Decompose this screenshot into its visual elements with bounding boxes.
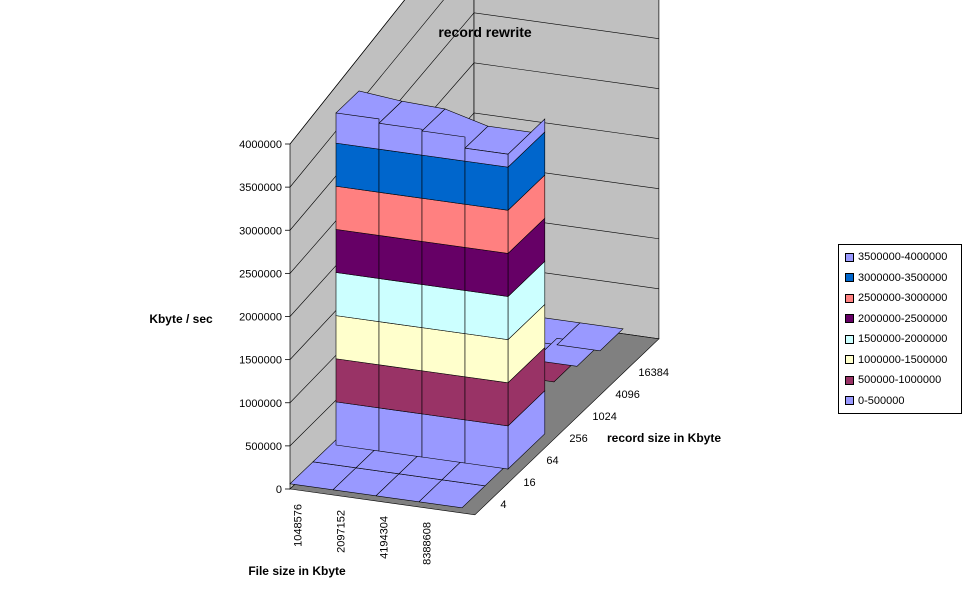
surface-cell xyxy=(378,364,423,415)
legend-label: 2000000-2500000 xyxy=(858,312,948,325)
z-tick-label: 1500000 xyxy=(239,355,282,367)
surface-cell xyxy=(464,290,509,340)
legend-item: 2500000-3000000 xyxy=(839,288,961,309)
legend-label: 1000000-1500000 xyxy=(858,353,948,366)
surface-cell xyxy=(421,154,466,205)
legend-item: 1000000-1500000 xyxy=(839,350,961,371)
surface-cell xyxy=(464,247,509,297)
surface-cell xyxy=(421,370,466,421)
y-tick-label: 1024 xyxy=(592,411,616,423)
legend-swatch xyxy=(845,355,854,365)
surface-cell xyxy=(378,321,423,372)
surface-cell xyxy=(378,278,423,328)
legend-swatch xyxy=(845,396,854,406)
legend-swatch xyxy=(845,375,854,385)
surface-cell xyxy=(335,185,380,236)
surface-cell xyxy=(335,229,380,279)
surface-cell xyxy=(335,401,380,452)
y-axis-label: record size in Kbyte xyxy=(607,431,721,445)
z-tick-label: 500000 xyxy=(245,441,282,453)
surface-cell xyxy=(421,327,466,378)
x-tick-label: 1048576 xyxy=(293,504,305,547)
surface-cell xyxy=(421,197,466,248)
legend-swatch xyxy=(845,314,854,324)
surface-cell xyxy=(421,241,466,291)
legend-label: 3000000-3500000 xyxy=(858,271,948,284)
surface-cell xyxy=(556,322,624,352)
surface-cell xyxy=(335,358,380,409)
surface-cell xyxy=(421,130,466,162)
z-tick-label: 2000000 xyxy=(239,312,282,324)
y-tick-label: 256 xyxy=(569,433,587,445)
surface-cell xyxy=(378,191,423,242)
surface-cell xyxy=(464,419,509,470)
y-tick-label: 16 xyxy=(523,477,535,489)
surface-cell xyxy=(378,148,423,199)
chart-legend: 3500000-4000000 3000000-3500000 2500000-30… xyxy=(838,244,962,414)
legend-label: 3500000-4000000 xyxy=(858,251,948,264)
legend-item: 0-500000 xyxy=(839,391,961,412)
y-tick-label: 16384 xyxy=(638,367,669,379)
x-tick-label: 2097152 xyxy=(336,510,348,553)
legend-label: 1500000-2000000 xyxy=(858,333,948,346)
surface-cell xyxy=(335,272,380,322)
x-axis-label: File size in Kbyte xyxy=(248,564,346,578)
surface-cell xyxy=(464,333,509,384)
y-tick-label: 4 xyxy=(500,499,506,511)
chart-title: record rewrite xyxy=(438,24,532,40)
surface-cell xyxy=(335,112,380,150)
legend-swatch xyxy=(845,293,854,303)
legend-item: 500000-1000000 xyxy=(839,370,961,391)
surface-cell xyxy=(378,407,423,458)
surface-cell xyxy=(464,376,509,427)
z-tick-label: 3500000 xyxy=(239,182,282,194)
surface-cell xyxy=(378,235,423,285)
z-tick-label: 0 xyxy=(276,484,282,496)
axis-ticks: 0 500000 1000000 1500000 2000000 2500000 30000… xyxy=(239,139,669,565)
legend-item: 1500000-2000000 xyxy=(839,329,961,350)
legend-label: 2500000-3000000 xyxy=(858,292,948,305)
surface-cell xyxy=(464,147,509,168)
legend-label: 0-500000 xyxy=(858,394,905,407)
legend-item: 2000000-2500000 xyxy=(839,309,961,330)
legend-swatch xyxy=(845,334,854,344)
surface-cell xyxy=(335,315,380,366)
x-tick-label: 8388608 xyxy=(422,522,434,565)
z-axis-label: Kbyte / sec xyxy=(149,312,213,326)
legend-swatch xyxy=(845,273,854,283)
surface-cell xyxy=(378,122,423,156)
legend-swatch xyxy=(845,252,854,262)
surface-cell xyxy=(464,203,509,254)
z-tick-label: 4000000 xyxy=(239,139,282,151)
legend-item: 3500000-4000000 xyxy=(839,247,961,268)
legend-item: 3000000-3500000 xyxy=(839,268,961,289)
y-tick-label: 4096 xyxy=(615,389,639,401)
surface-cell xyxy=(421,413,466,464)
surface-mesh xyxy=(289,90,624,509)
wall-gridline xyxy=(289,0,405,145)
z-tick-label: 2500000 xyxy=(239,268,282,280)
surface-cell xyxy=(421,284,466,334)
surface-cell xyxy=(464,160,509,211)
surface-cell xyxy=(335,142,380,193)
legend-label: 500000-1000000 xyxy=(858,374,942,387)
x-tick-label: 4194304 xyxy=(379,516,391,559)
y-tick-label: 64 xyxy=(546,455,558,467)
z-tick-label: 1000000 xyxy=(239,398,282,410)
z-tick-label: 3000000 xyxy=(239,225,282,237)
